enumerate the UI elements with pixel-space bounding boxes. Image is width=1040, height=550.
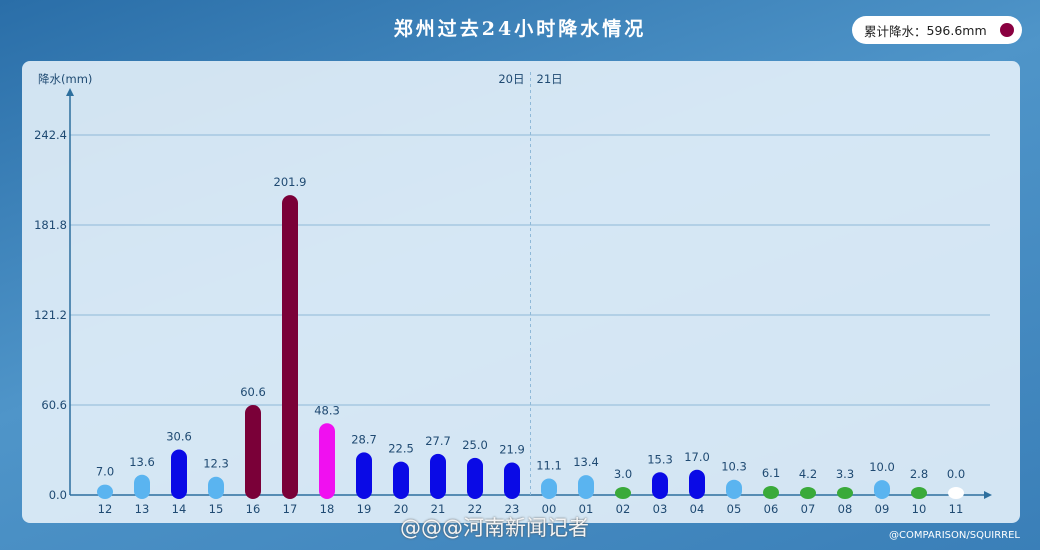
page-title: 郑州过去24小时降水情况 — [393, 18, 647, 40]
bar-value-label: 48.3 — [314, 403, 340, 417]
bar-value-label: 13.4 — [573, 455, 599, 469]
bar — [615, 487, 631, 499]
bar-value-label: 21.9 — [499, 442, 525, 456]
bar — [726, 479, 742, 499]
x-tick-label: 16 — [246, 502, 261, 516]
bar-value-label: 10.3 — [721, 460, 747, 474]
bar — [393, 461, 409, 499]
x-tick-label: 04 — [690, 502, 705, 516]
x-tick-label: 12 — [98, 502, 113, 516]
bar-value-label: 11.1 — [536, 459, 562, 473]
bar — [837, 487, 853, 499]
bar — [208, 476, 224, 499]
bar-value-label: 6.1 — [762, 466, 780, 480]
bar — [763, 485, 779, 499]
bar-value-label: 13.6 — [129, 455, 155, 469]
x-tick-label: 07 — [801, 502, 816, 516]
badge-label: 累计降水： — [864, 23, 927, 39]
bar — [948, 487, 964, 499]
x-tick-label: 15 — [209, 502, 224, 516]
x-tick-label: 10 — [912, 502, 927, 516]
bar — [652, 472, 668, 499]
bar-value-label: 4.2 — [799, 467, 817, 481]
x-tick-label: 11 — [949, 502, 964, 516]
total-rainfall-badge: 累计降水： 596.6mm — [852, 16, 1022, 44]
day-divider-right-label: 21日 — [537, 72, 563, 86]
bar-value-label: 27.7 — [425, 434, 451, 448]
x-tick-label: 22 — [468, 502, 483, 516]
x-tick-label: 08 — [838, 502, 853, 516]
bar-value-label: 15.3 — [647, 452, 673, 466]
chart-panel — [22, 61, 1020, 523]
bar — [319, 423, 335, 499]
y-tick-label: 181.8 — [34, 218, 67, 232]
bar-value-label: 201.9 — [274, 175, 307, 189]
bar-value-label: 60.6 — [240, 385, 266, 399]
bar-value-label: 3.0 — [614, 467, 632, 481]
bar-value-label: 2.8 — [910, 467, 928, 481]
bar — [504, 462, 520, 499]
bar — [578, 475, 594, 499]
bar-value-label: 17.0 — [684, 450, 710, 464]
y-axis-label: 降水(mm) — [38, 72, 92, 86]
x-tick-label: 18 — [320, 502, 335, 516]
x-tick-label: 23 — [505, 502, 520, 516]
bar — [245, 405, 261, 499]
x-tick-label: 14 — [172, 502, 187, 516]
bar — [541, 478, 557, 499]
x-tick-label: 17 — [283, 502, 298, 516]
weibo-watermark: @@@河南新闻记者 — [400, 516, 589, 540]
y-axis-arrow — [66, 88, 74, 96]
x-tick-label: 09 — [875, 502, 890, 516]
bar-value-label: 7.0 — [96, 465, 114, 479]
bar — [874, 480, 890, 499]
x-tick-label: 03 — [653, 502, 668, 516]
bar — [911, 487, 927, 499]
bar — [282, 195, 298, 500]
bar-value-label: 22.5 — [388, 442, 414, 456]
bar — [97, 484, 113, 499]
bar — [800, 487, 816, 499]
bar — [134, 474, 150, 499]
x-tick-label: 20 — [394, 502, 409, 516]
bar — [467, 457, 483, 499]
bar-value-label: 28.7 — [351, 432, 377, 446]
bar — [430, 453, 446, 499]
y-tick-label: 0.0 — [49, 488, 67, 502]
x-tick-label: 02 — [616, 502, 631, 516]
bar-value-label: 30.6 — [166, 430, 192, 444]
bar — [689, 469, 705, 499]
x-tick-label: 00 — [542, 502, 557, 516]
bar-value-label: 25.0 — [462, 438, 488, 452]
y-tick-label: 60.6 — [41, 398, 67, 412]
credit-text: @COMPARISON/SQUIRREL — [889, 530, 1020, 541]
bar — [356, 452, 372, 499]
x-tick-label: 13 — [135, 502, 150, 516]
bar-value-label: 10.0 — [869, 460, 895, 474]
x-tick-label: 01 — [579, 502, 594, 516]
x-tick-label: 21 — [431, 502, 446, 516]
bar-value-label: 3.3 — [836, 467, 854, 481]
x-tick-label: 05 — [727, 502, 742, 516]
x-tick-label: 06 — [764, 502, 779, 516]
x-axis-arrow — [984, 491, 992, 499]
bar-value-label: 0.0 — [947, 467, 965, 481]
y-tick-label: 242.4 — [34, 128, 67, 142]
bar-value-label: 12.3 — [203, 457, 229, 471]
day-divider-left-label: 20日 — [498, 72, 524, 86]
x-tick-label: 19 — [357, 502, 372, 516]
y-tick-label: 121.2 — [34, 308, 67, 322]
badge-value: 596.6mm — [926, 22, 987, 38]
badge-dot-icon — [1000, 23, 1014, 37]
bar — [171, 449, 187, 499]
